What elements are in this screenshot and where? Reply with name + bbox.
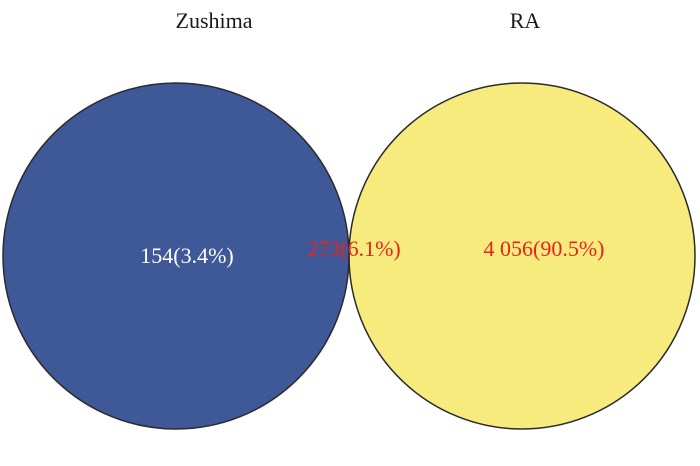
set-outline-ra — [348, 82, 696, 430]
set-title-ra: RA — [510, 8, 541, 33]
region-label-zushima-only: 154(3.4%) — [140, 243, 233, 268]
set-circle-zushima — [3, 83, 349, 429]
set-circle-ra — [349, 83, 695, 429]
region-label-ra-only: 4 056(90.5%) — [484, 236, 605, 261]
region-label-overlap: 273(6.1%) — [307, 236, 400, 261]
set-title-zushima: Zushima — [176, 8, 253, 33]
